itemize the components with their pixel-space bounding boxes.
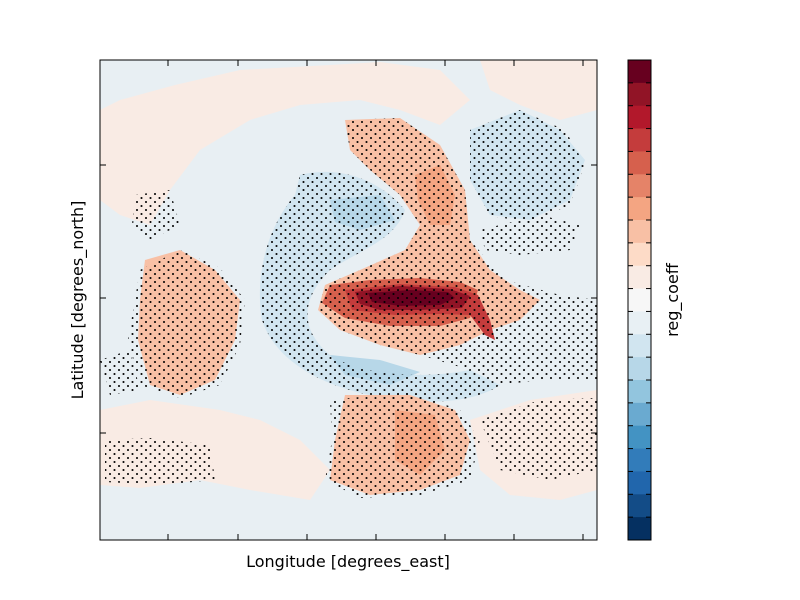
colorbar-segment: [628, 197, 651, 221]
colorbar-segment: [628, 448, 651, 472]
plot-frame: [99, 59, 598, 541]
axis-ticks: [100, 60, 597, 540]
colorbar-segment: [628, 82, 651, 107]
colorbar-segment: [628, 334, 651, 358]
colorbar-segment: [628, 402, 651, 427]
colorbar-segment: [628, 471, 651, 495]
colorbar-segment: [628, 494, 651, 518]
colorbar-segment: [628, 105, 651, 129]
plot-area: [99, 59, 598, 541]
colorbar-segment: [628, 220, 651, 244]
colorbar-segment: [628, 425, 651, 449]
colorbar-segment: [628, 128, 651, 152]
significance-stipple: [100, 350, 140, 395]
significance-stipple: [128, 250, 245, 398]
colorbar: [627, 59, 652, 541]
colorbar-segment: [628, 288, 651, 312]
colorbar-segment: [628, 174, 651, 198]
stipple-layer: [100, 110, 597, 498]
colorbar-segment: [628, 311, 651, 335]
weak-positive-northeast: [480, 60, 597, 120]
y-axis-label: Latitude [degrees_north]: [68, 201, 88, 400]
colorbar-segment: [628, 517, 651, 541]
weak-positive-north: [100, 62, 470, 225]
significance-stipple: [325, 392, 480, 498]
significance-stipple: [132, 190, 180, 240]
significance-stipple: [480, 398, 597, 480]
significance-stipple: [259, 171, 500, 402]
colorbar-segment: [628, 265, 651, 289]
colorbar-segment: [628, 357, 651, 381]
colorbar-label: reg_coeff: [663, 262, 683, 337]
x-axis-label: Longitude [degrees_east]: [246, 552, 450, 572]
colorbar-segment: [628, 151, 651, 175]
colorbar-segment: [628, 60, 651, 84]
significance-stipple: [318, 118, 597, 385]
significance-stipple: [470, 110, 585, 222]
significance-stipple: [480, 215, 580, 255]
colorbar-frame: [627, 59, 652, 541]
colorbar-segment: [628, 242, 651, 267]
colorbar-segment: [628, 380, 651, 404]
significance-stipple: [105, 438, 215, 485]
